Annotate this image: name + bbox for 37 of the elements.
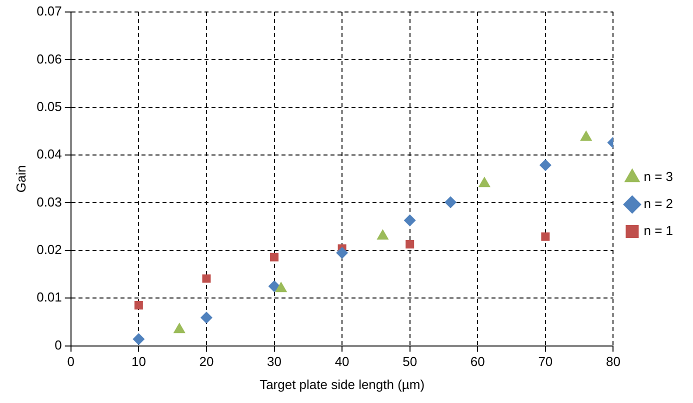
legend-label: n = 1 <box>644 223 674 238</box>
y-tick-label: 0.03 <box>36 194 62 210</box>
y-tick-label: 0.02 <box>36 242 62 258</box>
y-tick-label: 0.01 <box>36 290 62 305</box>
legend-label: n = 2 <box>644 196 674 212</box>
point <box>580 130 592 141</box>
x-tick-label: 20 <box>199 354 214 370</box>
point <box>406 240 414 248</box>
x-tick-label: 80 <box>606 354 620 370</box>
x-tick-label: 70 <box>538 354 553 370</box>
y-tick-label: 0.07 <box>36 4 62 19</box>
x-tick-label: 30 <box>267 354 282 370</box>
x-axis-title: Target plate side length (µm) <box>260 376 425 392</box>
point <box>270 252 279 262</box>
point <box>539 159 552 172</box>
x-tick-label: 0 <box>67 354 75 370</box>
point <box>336 246 348 259</box>
point <box>268 280 280 292</box>
point <box>132 333 145 346</box>
y-tick-label: 0.06 <box>36 51 62 66</box>
point <box>202 274 211 283</box>
point <box>478 176 490 188</box>
y-tick-label: 0.04 <box>36 146 62 162</box>
y-tick-label: 0 <box>54 337 62 352</box>
y-tick-label: 0.05 <box>36 98 62 114</box>
point <box>134 301 143 310</box>
y-axis-title: Gain <box>13 165 28 193</box>
x-tick-label: 60 <box>470 354 485 370</box>
x-tick-label: 10 <box>131 354 146 370</box>
point <box>541 232 550 241</box>
legend-label: n = 3 <box>644 169 674 184</box>
x-tick-label: 40 <box>334 354 350 370</box>
point <box>376 229 389 240</box>
point <box>200 312 212 324</box>
point <box>444 196 457 208</box>
x-tick-label: 50 <box>402 354 418 370</box>
point <box>404 214 416 226</box>
